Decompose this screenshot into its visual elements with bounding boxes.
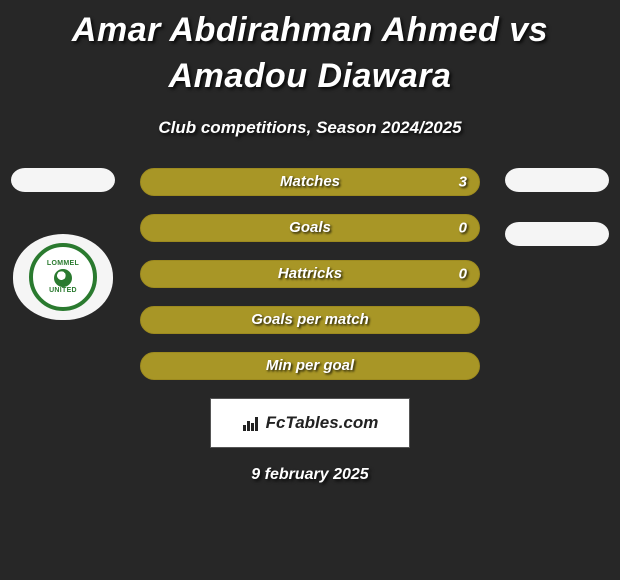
soccer-ball-icon [54, 269, 72, 287]
right-flag-2-icon [505, 222, 609, 246]
bars-icon [242, 414, 262, 432]
stat-value-right: 0 [459, 219, 467, 236]
footer-date: 9 february 2025 [0, 466, 620, 484]
stat-label: Goals [289, 219, 331, 236]
stat-row: Matches 3 [140, 168, 480, 196]
club-name-bottom: UNITED [49, 287, 77, 294]
watermark-badge: FcTables.com [210, 398, 410, 448]
left-flag-icon [11, 168, 115, 192]
stat-label: Matches [280, 173, 340, 190]
stat-label: Goals per match [251, 311, 369, 328]
right-player-column [502, 168, 612, 246]
stats-column: Matches 3 Goals 0 Hattricks 0 Goals per match M… [140, 168, 480, 380]
right-flag-1-icon [505, 168, 609, 192]
watermark-text: FcTables.com [266, 413, 379, 433]
stat-row: Goals per match [140, 306, 480, 334]
stat-value-right: 3 [459, 173, 467, 190]
stat-row: Goals 0 [140, 214, 480, 242]
page-subtitle: Club competitions, Season 2024/2025 [0, 118, 620, 138]
left-player-column: LOMMEL UNITED [8, 168, 118, 320]
page-title: Amar Abdirahman Ahmed vs Amadou Diawara [0, 0, 620, 100]
club-name-top: LOMMEL [47, 260, 79, 267]
stat-row: Min per goal [140, 352, 480, 380]
comparison-stage: LOMMEL UNITED Matches3Goals0Hattricks0Go… [0, 168, 620, 380]
club-badge-inner: LOMMEL UNITED [29, 243, 97, 311]
stat-label: Min per goal [266, 357, 354, 374]
stat-value-right: 0 [459, 265, 467, 282]
stat-row: Hattricks 0 [140, 260, 480, 288]
left-club-badge: LOMMEL UNITED [13, 234, 113, 320]
stat-label: Hattricks [278, 265, 342, 282]
